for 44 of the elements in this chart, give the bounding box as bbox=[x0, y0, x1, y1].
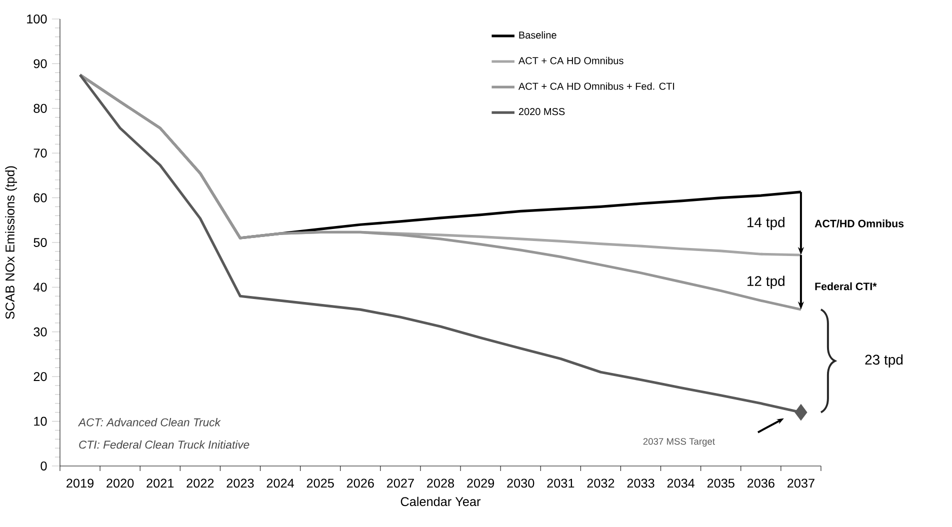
x-tick-label: 2027 bbox=[386, 478, 414, 488]
x-tick-label: 2034 bbox=[667, 478, 694, 488]
annotation: 2037 MSS Target bbox=[643, 438, 715, 447]
x-tick-label: 2028 bbox=[427, 478, 454, 488]
legend-label: ACT + CA HD Omnibus + Fed. CTI bbox=[518, 82, 674, 90]
x-tick-label: 2019 bbox=[66, 478, 94, 488]
y-tick-label: 50 bbox=[34, 238, 47, 247]
annotation: Federal CTI* bbox=[815, 282, 877, 290]
x-tick-label: 2022 bbox=[186, 478, 214, 488]
x-tick-label: 2025 bbox=[306, 478, 334, 488]
legend-label: 2020 MSS bbox=[518, 108, 565, 116]
x-tick-label: 2032 bbox=[587, 478, 614, 488]
x-tick-label: 2021 bbox=[146, 478, 174, 488]
x-tick-label: 2030 bbox=[507, 478, 534, 488]
annotation: 12 tpd bbox=[747, 276, 784, 289]
annotation: ACT: Advanced Clean Truck bbox=[78, 418, 221, 426]
x-axis-title: Calendar Year bbox=[400, 496, 481, 506]
x-tick-label: 2035 bbox=[707, 478, 734, 488]
y-tick-label: 0 bbox=[40, 462, 47, 470]
x-tick-label: 2037 bbox=[787, 478, 814, 488]
y-tick-label: 100 bbox=[27, 14, 47, 24]
annotation: ACT/HD Omnibus bbox=[814, 220, 904, 228]
y-tick-label: 40 bbox=[33, 282, 47, 292]
x-tick-label: 2024 bbox=[266, 478, 294, 488]
y-tick-label: 20 bbox=[34, 372, 47, 382]
x-tick-label: 2020 bbox=[106, 478, 134, 488]
y-tick-label: 80 bbox=[34, 104, 47, 113]
legend-label: ACT + CA HD Omnibus bbox=[518, 56, 624, 64]
x-tick-label: 2036 bbox=[747, 478, 774, 488]
legend-label: Baseline bbox=[519, 31, 556, 39]
x-tick-label: 2023 bbox=[226, 478, 254, 488]
y-tick-label: 30 bbox=[34, 327, 47, 336]
x-tick-label: 2029 bbox=[467, 478, 494, 488]
y-tick-label: 60 bbox=[34, 193, 47, 202]
x-tick-label: 2033 bbox=[627, 478, 654, 488]
annotation: CTI: Federal Clean Truck Initiative bbox=[79, 440, 250, 449]
x-tick-label: 2031 bbox=[547, 478, 574, 488]
text: 23 tpd bbox=[865, 354, 903, 368]
y-tick-label: 10 bbox=[34, 416, 47, 426]
x-tick-label: 2026 bbox=[346, 478, 374, 488]
y-axis-title: SCAB NOx Emissions (tpd) bbox=[5, 166, 17, 319]
annotation: 14 tpd bbox=[747, 216, 784, 230]
y-tick-label: 90 bbox=[34, 59, 47, 68]
y-tick-label: 70 bbox=[34, 148, 47, 158]
